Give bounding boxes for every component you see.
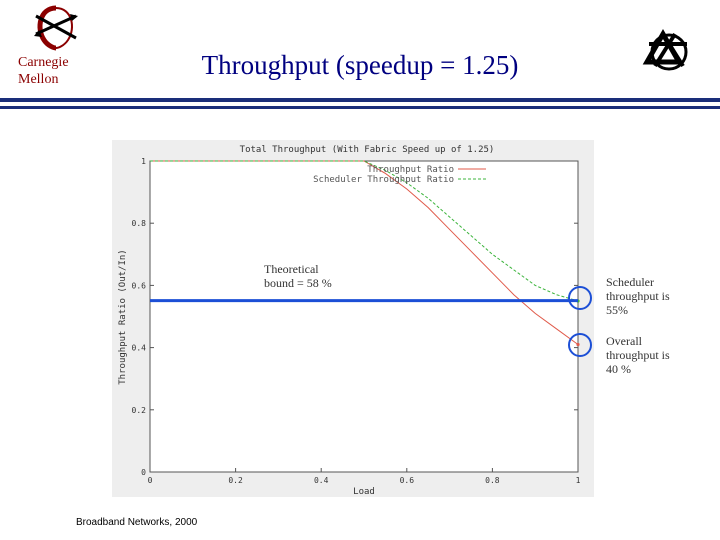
theoretical-bound-annotation: Theoretical bound = 58 % <box>264 262 332 290</box>
footer-text: Broadband Networks, 2000 <box>76 517 198 528</box>
plot-area <box>149 160 579 473</box>
cmu-logo-text: Carnegie Mellon <box>18 54 108 88</box>
logo-line-2: Mellon <box>18 72 59 87</box>
scheduler-ratio-line <box>150 160 579 302</box>
theoretical-line-2: bound = 58 % <box>264 276 332 290</box>
triangle-knot-logo-icon <box>639 21 699 81</box>
legend-label-scheduler: Scheduler Throughput Ratio <box>313 175 454 185</box>
x-tick-label: 0.8 <box>485 476 500 485</box>
y-tick-label: 0.4 <box>132 344 147 353</box>
throughput-endpoint <box>576 342 580 347</box>
y-tick-label: 0 <box>141 468 146 477</box>
overall-annotation: Overall throughput is 40 % <box>606 334 670 376</box>
highlight-circles <box>568 286 592 357</box>
x-tick-label: 0.4 <box>314 476 329 485</box>
header-rule-bottom <box>0 106 720 109</box>
cmu-logo: Carnegie Mellon <box>18 4 98 94</box>
scheduler-line-2: throughput is <box>606 289 670 303</box>
overall-line-3: 40 % <box>606 362 631 376</box>
x-tick-label: 0 <box>148 476 153 485</box>
header-rule-top <box>0 98 720 102</box>
y-tick-label: 1 <box>141 157 146 166</box>
logo-line-1: Carnegie <box>18 55 69 70</box>
chart-title: Total Throughput (With Fabric Speed up o… <box>240 145 495 155</box>
x-tick-label: 0.2 <box>228 476 243 485</box>
x-axis-label: Load <box>353 487 375 497</box>
scheduler-highlight-circle <box>568 286 592 310</box>
y-tick-label: 0.2 <box>132 406 147 415</box>
scheduler-line-3: 55% <box>606 303 628 317</box>
throughput-chart: Total Throughput (With Fabric Speed up o… <box>112 140 594 497</box>
overall-line-2: throughput is <box>606 348 670 362</box>
legend-label-throughput: Throughput Ratio <box>367 165 454 175</box>
chart-svg: Total Throughput (With Fabric Speed up o… <box>112 140 594 497</box>
x-ticks: 0 0.2 0.4 0.6 0.8 1 <box>148 468 581 485</box>
scheduler-annotation: Scheduler throughput is 55% <box>606 275 670 317</box>
scheduler-line-1: Scheduler <box>606 275 654 289</box>
y-tick-label: 0.8 <box>132 219 147 228</box>
y-axis-label: Throughput Ratio (Out/In) <box>118 249 128 384</box>
x-tick-label: 1 <box>576 476 581 485</box>
theoretical-line-1: Theoretical <box>264 262 319 276</box>
overall-highlight-circle <box>568 333 592 357</box>
slide-title: Throughput (speedup = 1.25) <box>201 50 519 80</box>
throughput-ratio-line <box>150 160 579 345</box>
overall-line-1: Overall <box>606 334 642 348</box>
cmu-logo-mark-icon <box>34 5 78 51</box>
legend: Throughput Ratio Scheduler Throughput Ra… <box>313 165 486 185</box>
y-tick-label: 0.6 <box>132 281 147 290</box>
x-tick-label: 0.6 <box>400 476 415 485</box>
